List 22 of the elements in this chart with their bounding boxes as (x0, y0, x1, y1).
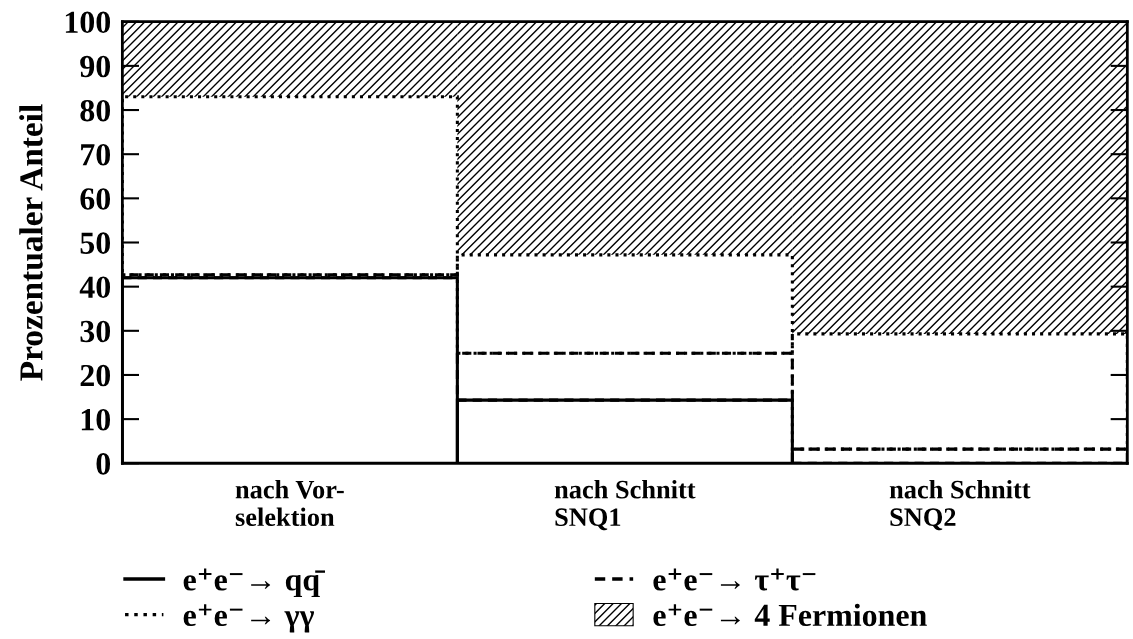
y-tick-label: 50 (80, 232, 111, 254)
y-tick-label: 0 (96, 453, 111, 475)
y-tick-label: 10 (81, 408, 111, 431)
bar (457, 21, 793, 255)
y-tick-label: 40 (79, 276, 111, 299)
legend-label: e⁺e⁻→ qq̄ (183, 568, 325, 598)
x-tick-label: nach Schnitt SNQ2 (889, 479, 1031, 531)
legend-label: e⁺e⁻→ τ⁺τ⁻ (653, 568, 816, 591)
legend-label: e⁺e⁻→ 4 Fermionen (653, 603, 927, 627)
y-tick-label: 80 (80, 99, 111, 122)
y-tick-label: 30 (80, 320, 111, 343)
x-tick-label: nach Vor- selektion (235, 479, 344, 527)
bar (122, 21, 458, 97)
legend-label: e⁺e⁻→ γγ (183, 604, 315, 633)
y-tick-label: 90 (80, 55, 111, 78)
bar (792, 21, 1128, 334)
y-tick-label: 60 (80, 188, 111, 210)
y-tick-label: 70 (81, 144, 111, 166)
y-axis-title: Prozentualer Anteil (19, 104, 43, 381)
x-tick-label: nach Schnitt SNQ1 (554, 479, 696, 531)
y-tick-label: 100 (65, 11, 111, 34)
y-tick-label: 20 (80, 364, 111, 387)
